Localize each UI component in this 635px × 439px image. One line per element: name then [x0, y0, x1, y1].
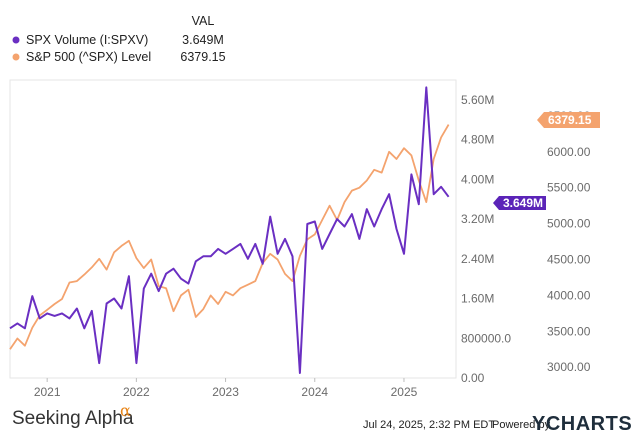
legend-price-marker: [12, 53, 20, 61]
legend-header-val: VAL: [192, 14, 215, 28]
footer: Seeking Alpha α Jul 24, 2025, 2:32 PM ED…: [12, 401, 632, 435]
seeking-alpha-mark: α: [120, 401, 131, 420]
ycharts-logo: YCHARTS: [532, 413, 632, 435]
x-tick-label: 2025: [391, 385, 418, 399]
y-left-tick-label: 1.60M: [461, 292, 494, 306]
series-layer: [9, 86, 450, 374]
volume-badge-text: 3.649M: [503, 196, 543, 210]
y-right-tick-label: 3000.00: [547, 360, 591, 374]
y-right-tick-label: 4500.00: [547, 253, 591, 267]
y-left-tick-label: 5.60M: [461, 93, 494, 107]
y-left-tick-label: 3.20M: [461, 212, 494, 226]
seeking-alpha-logo: Seeking Alpha: [12, 408, 134, 429]
y-right-tick-label: 4000.00: [547, 288, 591, 302]
price-last-value-badge: 6379.15: [537, 112, 600, 128]
y-right-tick-label: 5500.00: [547, 181, 591, 195]
timestamp: Jul 24, 2025, 2:32 PM EDT: [363, 419, 495, 431]
volume-last-value-badge: 3.649M: [493, 196, 546, 210]
x-tick-label: 2022: [123, 385, 150, 399]
y-right-tick-label: 3500.00: [547, 324, 591, 338]
x-tick-label: 2021: [34, 385, 61, 399]
legend-price-label: S&P 500 (^SPX) Level: [26, 50, 151, 64]
axis-layer: 2021 2022 2023 2024 2025 0.00 800000.0 1.60M 2.4…: [34, 93, 591, 399]
y-right-tick-label: 5000.00: [547, 217, 591, 231]
powered-by: Powered by: [492, 419, 551, 431]
y-right-tick-label: 6000.00: [547, 145, 591, 159]
legend-price-value: 6379.15: [180, 50, 225, 64]
legend-volume-marker: [12, 36, 20, 44]
y-left-tick-label: 2.40M: [461, 252, 494, 266]
price-badge-shape: [537, 112, 600, 128]
x-tick-label: 2023: [212, 385, 239, 399]
y-left-tick-label: 4.00M: [461, 172, 494, 186]
price-series-line: [9, 124, 450, 350]
y-left-tick-label: 4.80M: [461, 133, 494, 147]
plot-area: [9, 79, 457, 379]
legend-volume-value: 3.649M: [182, 33, 224, 47]
x-tick-label: 2024: [301, 385, 328, 399]
price-badge-text: 6379.15: [548, 113, 592, 127]
y-left-tick-label: 0.00: [461, 371, 485, 385]
y-left-tick-label: 800000.0: [461, 331, 511, 345]
legend: VAL SPX Volume (I:SPXV) 3.649M S&P 500 (…: [12, 14, 226, 64]
volume-series-line: [9, 86, 450, 374]
volume-badge-shape: [493, 196, 546, 210]
legend-volume-label: SPX Volume (I:SPXV): [26, 33, 148, 47]
